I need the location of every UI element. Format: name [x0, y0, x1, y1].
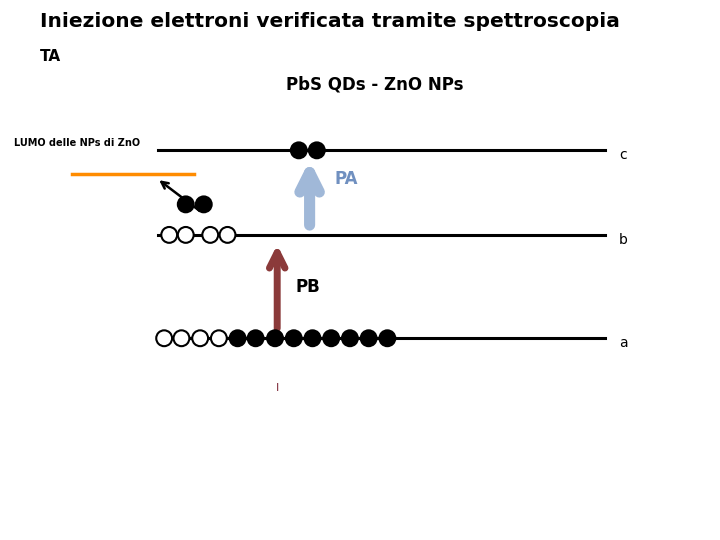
Text: c: c [619, 148, 627, 162]
Ellipse shape [174, 330, 189, 346]
Ellipse shape [379, 330, 395, 346]
Text: PA: PA [335, 170, 359, 187]
Text: LUMO delle NPs di ZnO: LUMO delle NPs di ZnO [14, 138, 140, 149]
Text: PbS QDs - ZnO NPs: PbS QDs - ZnO NPs [286, 75, 463, 93]
Ellipse shape [156, 330, 172, 346]
Text: TA: TA [40, 49, 60, 64]
Ellipse shape [305, 330, 320, 346]
Text: 22 Settembre 2015: 22 Settembre 2015 [386, 498, 500, 509]
Text: I: I [276, 382, 279, 393]
Ellipse shape [361, 330, 377, 346]
Ellipse shape [286, 330, 302, 346]
Ellipse shape [196, 197, 212, 212]
Text: PB: PB [295, 278, 320, 295]
Ellipse shape [192, 330, 208, 346]
Ellipse shape [342, 330, 358, 346]
Text: Pagina 23: Pagina 23 [611, 498, 663, 509]
Text: b: b [619, 233, 628, 247]
Ellipse shape [291, 143, 307, 158]
Text: Iniezione elettroni verificata tramite spettroscopia: Iniezione elettroni verificata tramite s… [40, 12, 619, 31]
Ellipse shape [178, 227, 194, 243]
Ellipse shape [230, 330, 246, 346]
Ellipse shape [267, 330, 283, 346]
Ellipse shape [309, 143, 325, 158]
Ellipse shape [161, 227, 177, 243]
Ellipse shape [323, 330, 339, 346]
Ellipse shape [178, 197, 194, 212]
Ellipse shape [211, 330, 227, 346]
Ellipse shape [220, 227, 235, 243]
Ellipse shape [202, 227, 218, 243]
Text: Spettroscopia ultraveloce applicata a materiali
nanocompositi di interesse per i: Spettroscopia ultraveloce applicata a ma… [151, 478, 348, 512]
Text: a: a [619, 336, 628, 350]
Ellipse shape [248, 330, 264, 346]
